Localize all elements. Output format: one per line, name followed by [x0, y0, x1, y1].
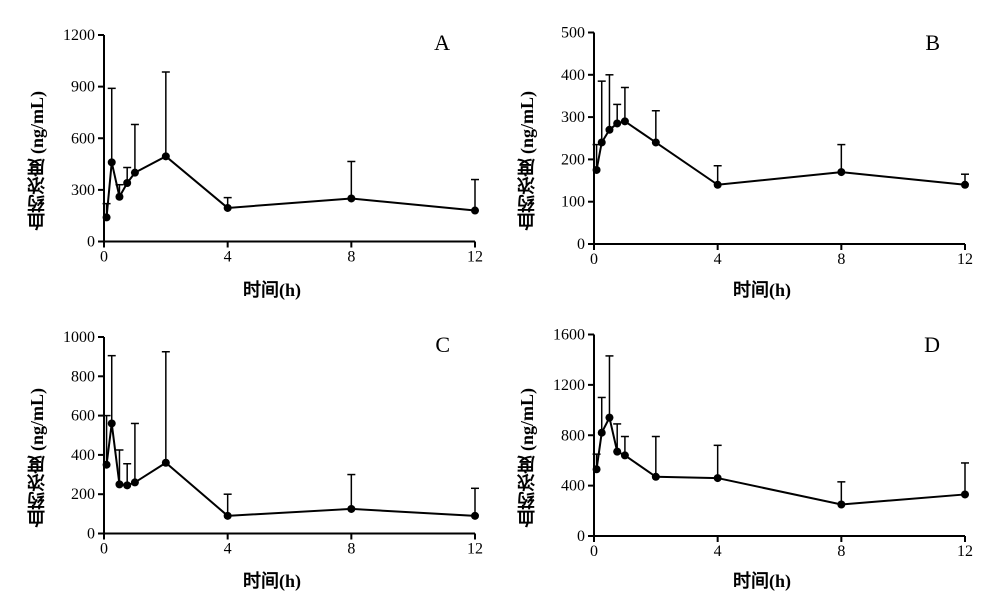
chart-panel-c: C 血药浓度 (ng/mL) 0200400600800100004812 时间… — [20, 322, 490, 594]
chart-svg: 0 200 400 600 800 1000 0 4 8 12 — [54, 322, 490, 564]
chart-svg-wrap: 0 200 400 600 800 1000 0 4 8 12 — [54, 322, 490, 564]
x-axis-label: 时间(h) — [544, 272, 980, 302]
svg-text:400: 400 — [71, 446, 95, 463]
svg-text:0: 0 — [100, 540, 108, 557]
plot-area: 血药浓度 (ng/mL) 0 400 800 1200 1600 0 4 8 12 时间(h) — [510, 322, 980, 594]
svg-text:200: 200 — [71, 486, 95, 503]
svg-text:0: 0 — [590, 543, 598, 560]
svg-text:0: 0 — [87, 525, 95, 542]
svg-text:600: 600 — [71, 130, 95, 147]
svg-text:8: 8 — [347, 540, 355, 557]
x-axis-label: 时间(h) — [54, 272, 490, 302]
svg-text:8: 8 — [837, 251, 845, 268]
svg-text:300: 300 — [71, 182, 95, 199]
svg-text:1600: 1600 — [553, 326, 585, 343]
svg-text:0: 0 — [590, 251, 598, 268]
chart-svg: 0 400 800 1200 1600 0 4 8 12 — [544, 322, 980, 564]
y-axis-label: 血药浓度 (ng/mL) — [20, 322, 54, 594]
y-axis-label: 血药浓度 (ng/mL) — [510, 20, 544, 302]
svg-text:400: 400 — [561, 67, 585, 84]
svg-text:4: 4 — [714, 543, 722, 560]
svg-text:0: 0 — [100, 249, 108, 266]
svg-text:600: 600 — [71, 407, 95, 424]
chart-panel-a: A 血药浓度 (ng/mL) 0300600900120004812 时间(h) — [20, 20, 490, 302]
plot-inner: 0 400 800 1200 1600 0 4 8 12 时间(h) — [544, 322, 980, 594]
svg-text:800: 800 — [71, 368, 95, 385]
chart-svg-wrap: 0 400 800 1200 1600 0 4 8 12 — [544, 322, 980, 564]
svg-text:900: 900 — [71, 79, 95, 96]
x-axis-label: 时间(h) — [54, 563, 490, 593]
svg-text:0: 0 — [577, 528, 585, 545]
svg-text:12: 12 — [957, 543, 973, 560]
svg-text:12: 12 — [957, 251, 973, 268]
svg-text:400: 400 — [561, 477, 585, 494]
svg-text:12: 12 — [467, 540, 483, 557]
svg-text:1200: 1200 — [63, 27, 95, 44]
svg-text:200: 200 — [561, 151, 585, 168]
plot-area: 血药浓度 (ng/mL) 0 300 600 900 1200 0 4 8 12 时间(h) — [20, 20, 490, 302]
plot-inner: 0 200 400 600 800 1000 0 4 8 12 时间(h) — [54, 322, 490, 594]
svg-text:4: 4 — [224, 540, 232, 557]
y-axis-label: 血药浓度 (ng/mL) — [20, 20, 54, 302]
x-axis-label: 时间(h) — [544, 563, 980, 593]
chart-svg: 0 100 200 300 400 500 0 4 8 12 — [544, 20, 980, 272]
svg-text:1000: 1000 — [63, 329, 95, 346]
svg-text:8: 8 — [347, 249, 355, 266]
plot-area: 血药浓度 (ng/mL) 0 200 400 600 800 1000 0 4 8 12 时间(h… — [20, 322, 490, 594]
y-axis-label: 血药浓度 (ng/mL) — [510, 322, 544, 594]
chart-svg-wrap: 0 300 600 900 1200 0 4 8 12 — [54, 20, 490, 272]
svg-text:12: 12 — [467, 249, 483, 266]
svg-text:100: 100 — [561, 194, 585, 211]
svg-text:4: 4 — [224, 249, 232, 266]
svg-text:4: 4 — [714, 251, 722, 268]
chart-panel-b: B 血药浓度 (ng/mL) 010020030040050004812 时间(… — [510, 20, 980, 302]
svg-text:500: 500 — [561, 25, 585, 42]
svg-text:800: 800 — [561, 427, 585, 444]
plot-inner: 0 300 600 900 1200 0 4 8 12 时间(h) — [54, 20, 490, 302]
plot-area: 血药浓度 (ng/mL) 0 100 200 300 400 500 0 4 8 12 时间(h) — [510, 20, 980, 302]
svg-text:1200: 1200 — [553, 376, 585, 393]
chart-panel-d: D 血药浓度 (ng/mL) 04008001200160004812 时间(h… — [510, 322, 980, 594]
svg-text:8: 8 — [837, 543, 845, 560]
chart-svg: 0 300 600 900 1200 0 4 8 12 — [54, 20, 490, 272]
svg-text:0: 0 — [577, 236, 585, 253]
svg-text:300: 300 — [561, 109, 585, 126]
chart-svg-wrap: 0 100 200 300 400 500 0 4 8 12 — [544, 20, 980, 272]
plot-inner: 0 100 200 300 400 500 0 4 8 12 时间(h) — [544, 20, 980, 302]
svg-text:0: 0 — [87, 234, 95, 251]
